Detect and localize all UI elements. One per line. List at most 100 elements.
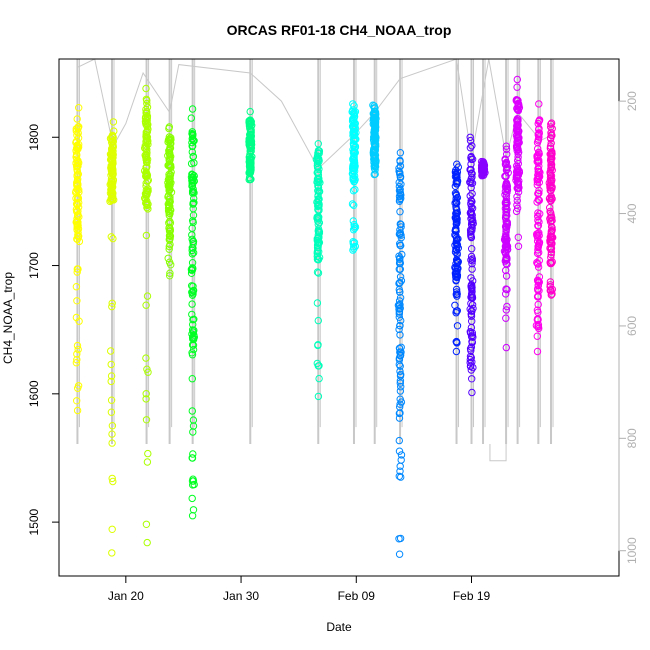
data-point: [166, 197, 174, 206]
data-point: [396, 157, 404, 166]
data-point: [189, 290, 197, 298]
data-point: [315, 200, 323, 208]
data-point: [396, 362, 404, 370]
data-point: [142, 155, 151, 164]
data-point: [467, 312, 476, 320]
series-rf13: [477, 157, 489, 180]
data-point: [546, 244, 554, 252]
data-point: [533, 198, 541, 206]
data-point: [466, 355, 474, 364]
data-point: [166, 217, 174, 226]
data-point: [72, 125, 81, 133]
data-point: [395, 252, 403, 260]
data-point: [166, 162, 175, 171]
data-point: [514, 115, 522, 123]
data-point: [502, 142, 510, 150]
data-point: [73, 356, 81, 364]
data-point: [549, 233, 557, 242]
data-point: [467, 160, 475, 168]
data-point: [313, 299, 322, 307]
data-point: [396, 229, 404, 237]
data-point: [514, 165, 522, 173]
x-tick-label: Feb 09: [338, 589, 376, 603]
data-point: [452, 205, 460, 213]
data-point: [546, 282, 554, 291]
data-point: [534, 209, 542, 217]
data-point: [467, 196, 475, 205]
data-point: [142, 142, 151, 151]
x-tick-label: Feb 19: [453, 589, 491, 603]
data-point: [73, 297, 81, 305]
data-point: [349, 239, 357, 248]
data-point: [502, 204, 511, 213]
data-point: [512, 96, 521, 104]
data-point: [188, 310, 196, 319]
data-point: [109, 189, 117, 198]
data-point: [396, 467, 404, 475]
data-point: [396, 331, 404, 339]
data-point: [189, 475, 197, 483]
data-point: [188, 407, 197, 415]
data-point: [396, 400, 404, 408]
data-point: [72, 194, 80, 203]
data-point: [397, 316, 405, 325]
data-point: [513, 75, 521, 84]
data-point: [144, 205, 152, 213]
data-point: [143, 365, 151, 373]
data-point: [314, 362, 322, 370]
data-point: [107, 396, 116, 404]
data-point: [468, 307, 476, 315]
data-point: [468, 211, 476, 219]
data-point: [395, 297, 404, 305]
data-point: [189, 286, 198, 295]
data-point: [468, 388, 476, 397]
data-point: [503, 302, 511, 311]
data-point: [396, 304, 404, 313]
data-point: [534, 230, 542, 238]
data-point: [167, 134, 175, 142]
data-point: [467, 256, 475, 264]
data-point: [246, 120, 255, 129]
data-point: [502, 343, 510, 352]
data-point: [397, 451, 406, 459]
data-point: [188, 175, 196, 183]
data-point: [166, 174, 174, 182]
data-point: [502, 314, 510, 322]
data-point: [535, 124, 543, 133]
data-point: [468, 260, 476, 268]
data-point: [452, 309, 460, 317]
data-point: [453, 257, 461, 265]
data-point: [546, 168, 554, 177]
data-point: [247, 121, 256, 130]
data-point: [189, 199, 197, 207]
data-point: [546, 204, 554, 212]
data-point: [547, 139, 555, 148]
data-point: [397, 383, 405, 391]
data-point: [468, 170, 476, 178]
data-point: [502, 145, 511, 154]
data-point: [396, 351, 405, 360]
data-point: [397, 343, 405, 351]
data-point: [535, 186, 543, 195]
data-point: [514, 106, 522, 114]
data-point: [534, 234, 542, 242]
data-point: [108, 439, 116, 447]
series-rf06: [245, 107, 256, 184]
data-point: [468, 257, 476, 265]
data-point: [467, 293, 475, 301]
data-point: [467, 179, 475, 187]
data-point: [72, 283, 81, 291]
series-rf10: [394, 149, 406, 558]
data-point: [547, 163, 556, 171]
data-point: [108, 302, 116, 311]
data-point: [535, 148, 543, 157]
data-point: [547, 119, 556, 127]
series-rf08: [348, 100, 360, 254]
data-point: [547, 123, 555, 131]
series-rf16: [532, 100, 544, 356]
data-point: [73, 341, 82, 350]
data-point: [452, 171, 461, 179]
data-point: [314, 149, 322, 158]
data-point: [109, 154, 117, 162]
data-point: [107, 171, 115, 179]
